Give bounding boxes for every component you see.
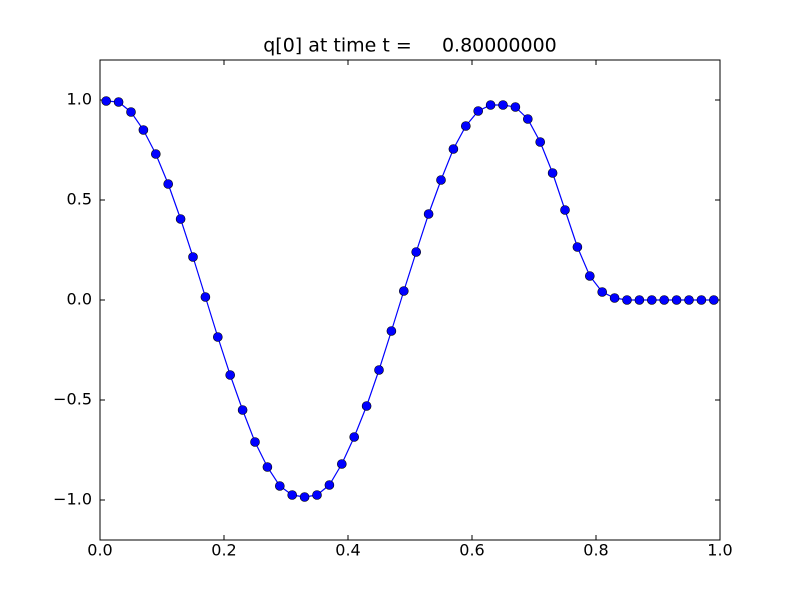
- x-tick-label: 1.0: [707, 541, 732, 560]
- data-point: [287, 490, 298, 500]
- data-point: [250, 437, 260, 447]
- data-point: [361, 401, 372, 411]
- data-point: [510, 102, 521, 112]
- y-tick-label: 0.0: [67, 290, 92, 309]
- data-point: [485, 100, 496, 110]
- data-point: [225, 370, 235, 380]
- data-point: [646, 295, 657, 305]
- data-point: [163, 179, 173, 189]
- y-tick-label: 0.5: [67, 190, 92, 209]
- data-point: [175, 214, 186, 224]
- y-tick-label: −1.0: [53, 490, 92, 509]
- data-point: [374, 365, 384, 375]
- data-point: [560, 205, 570, 215]
- data-point: [671, 295, 682, 305]
- data-point: [609, 293, 620, 303]
- data-point: [262, 462, 273, 472]
- data-point: [113, 97, 124, 107]
- data-point: [684, 295, 694, 305]
- data-point: [448, 144, 459, 154]
- data-point: [126, 107, 136, 117]
- data-point: [572, 242, 583, 252]
- data-point: [200, 292, 211, 302]
- data-point: [398, 286, 409, 296]
- x-tick-label: 0.6: [459, 541, 484, 560]
- y-tick-label: 1.0: [67, 90, 92, 109]
- data-point: [460, 121, 471, 131]
- data-point: [584, 271, 595, 281]
- data-point: [274, 481, 285, 491]
- data-point: [312, 490, 322, 500]
- data-point: [622, 295, 632, 305]
- data-point: [213, 332, 223, 342]
- data-point: [188, 252, 198, 262]
- data-point: [634, 295, 645, 305]
- x-tick-label: 0.8: [583, 541, 608, 560]
- data-point: [597, 287, 608, 297]
- data-point: [522, 114, 533, 124]
- data-point: [535, 137, 546, 147]
- data-point: [547, 168, 558, 178]
- data-point: [138, 125, 149, 135]
- data-point: [423, 209, 434, 219]
- data-point: [659, 295, 670, 305]
- data-point: [411, 247, 422, 257]
- x-tick-label: 0.4: [335, 541, 360, 560]
- data-point: [436, 175, 446, 185]
- data-point: [386, 326, 397, 336]
- data-point: [473, 106, 484, 116]
- plot-frame: [99, 59, 721, 541]
- data-point: [349, 432, 360, 442]
- data-point: [708, 295, 719, 305]
- data-point: [336, 459, 347, 469]
- data-point: [101, 96, 111, 106]
- data-point: [696, 295, 707, 305]
- data-point: [324, 480, 335, 490]
- x-tick-label: 0.2: [211, 541, 236, 560]
- y-tick-label: −0.5: [53, 390, 92, 409]
- data-point: [237, 405, 248, 415]
- data-point: [299, 492, 310, 502]
- data-point: [498, 100, 508, 110]
- data-point: [151, 149, 161, 159]
- x-tick-label: 0.0: [87, 541, 112, 560]
- chart-title: q[0] at time t = 0.80000000: [263, 35, 557, 57]
